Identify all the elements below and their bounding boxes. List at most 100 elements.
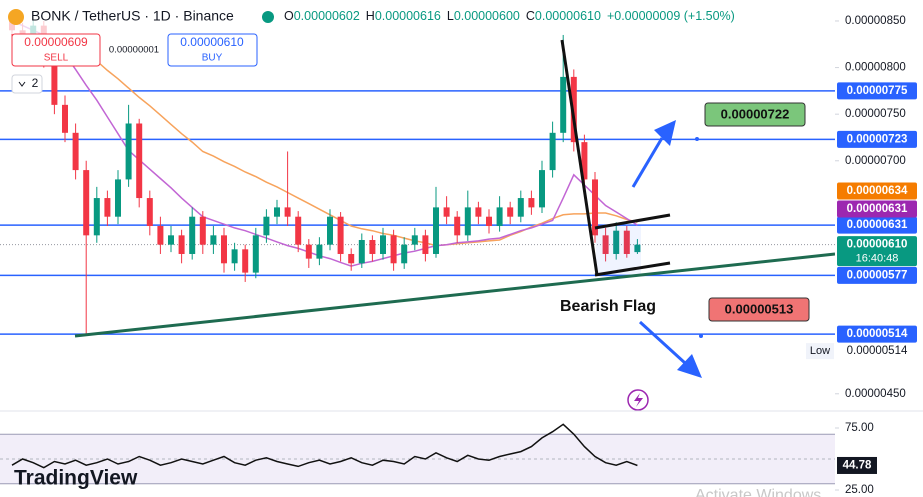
flag-upper (594, 213, 671, 230)
moving-average (11, 20, 638, 267)
level-tag: 0.00000631 (847, 219, 908, 231)
candle-body (189, 216, 196, 254)
candle-body (602, 235, 609, 254)
ohlc-key: H (366, 9, 375, 23)
y-tick-label: 0.00000750 (845, 108, 906, 120)
candle-body (369, 239, 376, 254)
buy-button[interactable] (167, 33, 258, 67)
symbol-icon[interactable] (8, 9, 24, 25)
candle-body (274, 207, 280, 217)
candle-body (263, 216, 270, 236)
candle-body (560, 76, 567, 133)
target-label: 0.00000513 (725, 301, 794, 316)
target-box (704, 102, 806, 127)
candle-body (433, 207, 439, 254)
candle-body (454, 216, 461, 236)
y-tick-label: 0.00000850 (845, 15, 906, 27)
moving-average (11, 38, 638, 247)
chart-title[interactable]: BONK / TetherUS · 1D · Binance (31, 8, 234, 24)
y-tick-label: 0.00000700 (845, 155, 906, 167)
candle-body (199, 216, 206, 245)
pattern-label: Bearish Flag (560, 298, 656, 315)
candle-body (51, 58, 58, 105)
candle-body (136, 123, 143, 199)
candle-body (284, 207, 291, 217)
rsi-tick-label: 25.00 (845, 484, 874, 496)
rsi-line (11, 423, 638, 469)
ohlc-change: +0.00000009 (+1.50%) (607, 9, 735, 23)
event-icon-bolt (634, 393, 643, 407)
candle-body (327, 216, 333, 245)
candle-body (168, 235, 174, 245)
flag-lower (594, 261, 671, 277)
ohlc-value: 0.00000602 (294, 9, 360, 23)
arrow-down-head (677, 354, 702, 378)
last-price-tag: 0.00000610 (847, 239, 908, 251)
indicator-toggle[interactable] (11, 74, 43, 94)
candle-body (72, 132, 79, 171)
target-dot (695, 137, 699, 141)
low-name: Low (810, 345, 830, 357)
candle-body (528, 198, 535, 208)
target-dot (699, 334, 703, 338)
flag-pole (560, 39, 599, 276)
ma-tag: 0.00000634 (847, 185, 908, 197)
rsi-pane: 75.00 25.00 44.78 (0, 412, 923, 497)
candle-body (210, 235, 217, 245)
candle-body (316, 244, 323, 259)
candle-body (422, 235, 429, 254)
level-tag: 0.00000723 (847, 133, 908, 145)
targets: 0.00000722 0.00000513 (704, 102, 810, 322)
level-tag-bg (837, 82, 917, 100)
candle-body (348, 253, 355, 264)
candle-body (592, 179, 598, 236)
level-tag: 0.00000577 (847, 269, 908, 281)
arrow-down (638, 320, 687, 365)
low-tag: 0.00000514 (847, 345, 908, 357)
level-tag-bg (837, 266, 917, 284)
candle-body (104, 198, 111, 217)
support-trendline (74, 252, 836, 338)
candle-body (411, 235, 418, 245)
target-label: 0.00000722 (721, 106, 790, 121)
price-axis: 0.00000850 0.00000800 0.00000750 0.00000700… (835, 0, 923, 411)
candle-body (295, 216, 302, 245)
candle-body (390, 235, 397, 264)
candle-body (475, 207, 482, 217)
ohlc-value: 0.00000616 (375, 9, 441, 23)
rsi-last: 44.78 (843, 459, 872, 471)
y-tick-label: 0.00000450 (845, 388, 906, 400)
watermark: Activate Windows (695, 487, 821, 497)
candle-body (93, 198, 100, 236)
candle-body (146, 198, 153, 227)
chevron (18, 81, 26, 87)
candle-body (62, 104, 68, 133)
rsi-axis-bg (835, 412, 923, 497)
indicator-count: 2 (32, 76, 39, 90)
candle-body (231, 249, 238, 264)
buy-label: BUY (202, 53, 223, 64)
countdown: 16:40:48 (856, 253, 899, 265)
candle-body (252, 235, 259, 273)
candle-body (380, 235, 386, 254)
level-tag-bg (837, 216, 917, 234)
candle-body (539, 170, 545, 208)
arrow-up (631, 137, 664, 188)
candle-body (623, 230, 630, 254)
level-tag-bg (837, 130, 917, 148)
arrow-up-head (654, 120, 676, 146)
candle-body (157, 226, 164, 245)
header-bg (0, 0, 835, 34)
ohlc-key: L (447, 9, 454, 23)
last-price-bg (837, 236, 917, 267)
ma-tag: 0.00000631 (847, 203, 908, 215)
candle-body (443, 207, 450, 217)
ohlc-key: O (284, 9, 294, 23)
candle-body (337, 216, 344, 254)
sell-button[interactable] (11, 33, 101, 67)
candle-body (125, 123, 132, 180)
logo: TradingView (14, 467, 138, 490)
target-box (708, 297, 810, 322)
